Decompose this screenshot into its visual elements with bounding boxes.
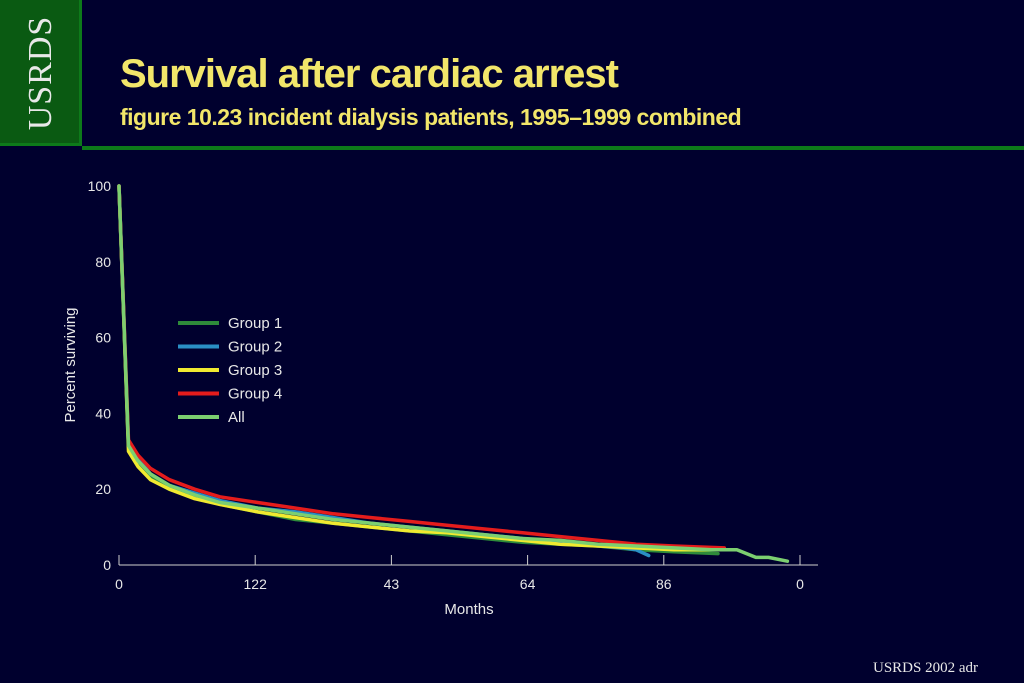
header-divider <box>82 146 1024 150</box>
y-tick-label: 60 <box>95 330 111 346</box>
source-note: USRDS 2002 adr <box>872 660 978 676</box>
y-axis-label: Percent surviving <box>62 307 79 422</box>
page-title: Survival after cardiac arrest <box>120 52 619 96</box>
x-tick-label: 64 <box>520 576 536 592</box>
y-tick-label: 80 <box>95 254 111 270</box>
series-line-all <box>117 184 790 563</box>
x-tick-label: 86 <box>656 576 672 592</box>
legend-label: Group 4 <box>228 386 282 403</box>
series-line-group-3 <box>117 184 720 552</box>
x-axis-label: Months <box>444 601 493 618</box>
y-tick-label: 20 <box>95 481 111 497</box>
x-tick-label: 122 <box>244 576 268 592</box>
legend-label: All <box>228 409 245 426</box>
y-tick-label: 0 <box>103 557 111 573</box>
y-tick-label: 40 <box>95 405 111 421</box>
legend-label: Group 1 <box>228 315 282 332</box>
chart-legend: Group 1 Group 2 Group 3 Group 4 All <box>178 315 282 426</box>
legend-label: Group 3 <box>228 362 282 379</box>
legend-label: Group 2 <box>228 339 282 356</box>
chart-series-lines <box>117 184 790 563</box>
usrds-logo-box: USRDS <box>0 0 82 146</box>
x-tick-label: 43 <box>384 576 400 592</box>
page-subtitle: figure 10.23 incident dialysis patients,… <box>120 104 742 130</box>
x-tick-label: 0 <box>115 576 123 592</box>
y-tick-label: 100 <box>88 178 112 194</box>
x-tick-label: 0 <box>796 576 804 592</box>
series-line-group-4 <box>117 184 727 550</box>
